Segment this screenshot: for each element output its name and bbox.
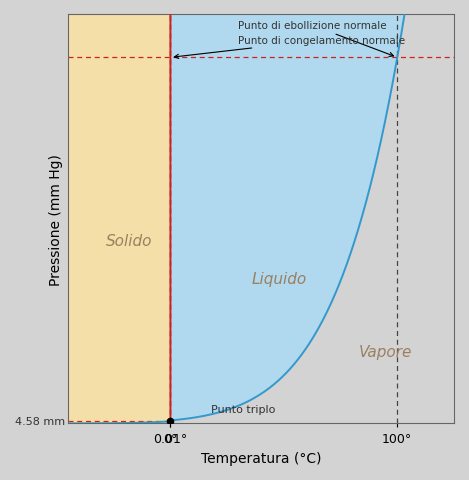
Text: Punto triplo: Punto triplo <box>211 404 276 414</box>
Text: Vapore: Vapore <box>359 344 413 359</box>
Y-axis label: Pressione (mm Hg): Pressione (mm Hg) <box>49 154 63 285</box>
Text: Punto di ebollizione normale: Punto di ebollizione normale <box>238 22 393 57</box>
Text: Punto di congelamento normale: Punto di congelamento normale <box>174 36 406 60</box>
Text: 4.58 mm: 4.58 mm <box>15 416 65 426</box>
Polygon shape <box>170 14 405 421</box>
Polygon shape <box>68 15 170 423</box>
Text: Solido: Solido <box>106 233 153 248</box>
X-axis label: Temperatura (°C): Temperatura (°C) <box>201 451 321 465</box>
Text: Liquido: Liquido <box>252 272 307 287</box>
